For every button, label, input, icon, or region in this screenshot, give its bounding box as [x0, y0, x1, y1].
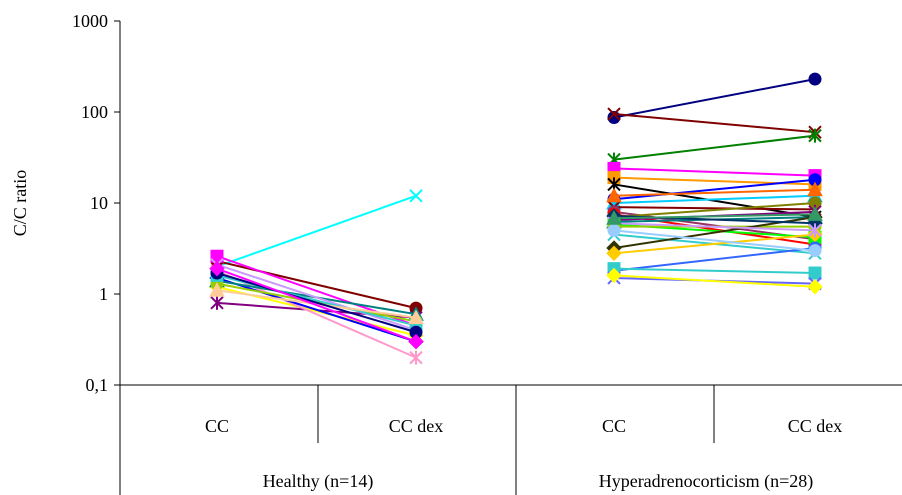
series-line — [613, 267, 816, 275]
series-line — [613, 178, 816, 201]
y-axis-label: C/C ratio — [10, 170, 30, 237]
group-hyperadrenocorticism — [606, 72, 823, 295]
data-point — [607, 223, 621, 237]
series-line — [613, 202, 816, 219]
series-line — [613, 213, 816, 220]
series-line — [613, 134, 816, 161]
series — [210, 189, 423, 274]
data-point — [808, 128, 822, 143]
series — [606, 206, 823, 225]
series-line — [613, 78, 816, 119]
data-point — [808, 223, 822, 238]
data-point — [408, 309, 424, 325]
y-tick-label: 1000 — [72, 11, 108, 31]
data-point — [808, 72, 822, 86]
series-line — [613, 247, 816, 272]
series-line — [613, 233, 816, 255]
series — [607, 128, 822, 167]
series-layer — [209, 72, 823, 365]
y-tick-label: 0,1 — [86, 375, 109, 395]
series-line — [216, 277, 417, 343]
series — [607, 72, 822, 125]
y-tick-label: 100 — [81, 102, 108, 122]
series — [209, 260, 424, 350]
data-point — [606, 245, 622, 262]
data-point — [807, 181, 823, 197]
data-point — [409, 350, 423, 365]
series-line — [216, 260, 417, 310]
y-tick-label: 10 — [90, 193, 108, 213]
series-line — [613, 229, 816, 252]
x-category-label: CC — [205, 416, 229, 436]
series-line — [613, 113, 816, 134]
series-line — [216, 267, 417, 343]
x-group-label: Hyperadrenocorticism (n=28) — [599, 471, 814, 492]
data-point — [210, 295, 224, 310]
data-point — [409, 189, 423, 203]
axes: 0,1 1 10 100 1000 CC CC dex Healthy (n=14) CC CC … — [72, 11, 902, 495]
y-tick-label: 1 — [99, 284, 108, 304]
x-group-label: Healthy (n=14) — [263, 471, 374, 492]
data-point — [606, 210, 622, 225]
data-point — [209, 260, 225, 277]
series-line — [216, 194, 417, 268]
data-point — [408, 333, 424, 350]
data-point — [606, 267, 622, 284]
series-line — [613, 167, 816, 177]
series-line — [216, 289, 417, 319]
series — [607, 223, 822, 258]
x-category-label: CC dex — [788, 416, 843, 436]
data-point — [209, 282, 225, 297]
series-line — [613, 222, 816, 232]
data-point — [606, 187, 622, 203]
series-line — [216, 263, 417, 332]
data-point — [607, 107, 621, 121]
data-point — [807, 206, 823, 221]
series — [606, 267, 823, 295]
x-category-label: CC dex — [389, 416, 444, 436]
data-point — [807, 279, 823, 295]
data-point — [808, 244, 822, 258]
series-line — [216, 272, 417, 334]
series-line — [613, 206, 816, 211]
x-category-label: CC — [602, 416, 626, 436]
series-line — [613, 194, 816, 204]
series-line — [613, 183, 816, 219]
series-line — [613, 274, 816, 288]
series-line — [216, 269, 417, 359]
group-healthy — [209, 189, 424, 365]
series — [209, 282, 424, 325]
data-point — [808, 266, 822, 280]
series-line — [613, 188, 816, 197]
series — [606, 181, 823, 203]
